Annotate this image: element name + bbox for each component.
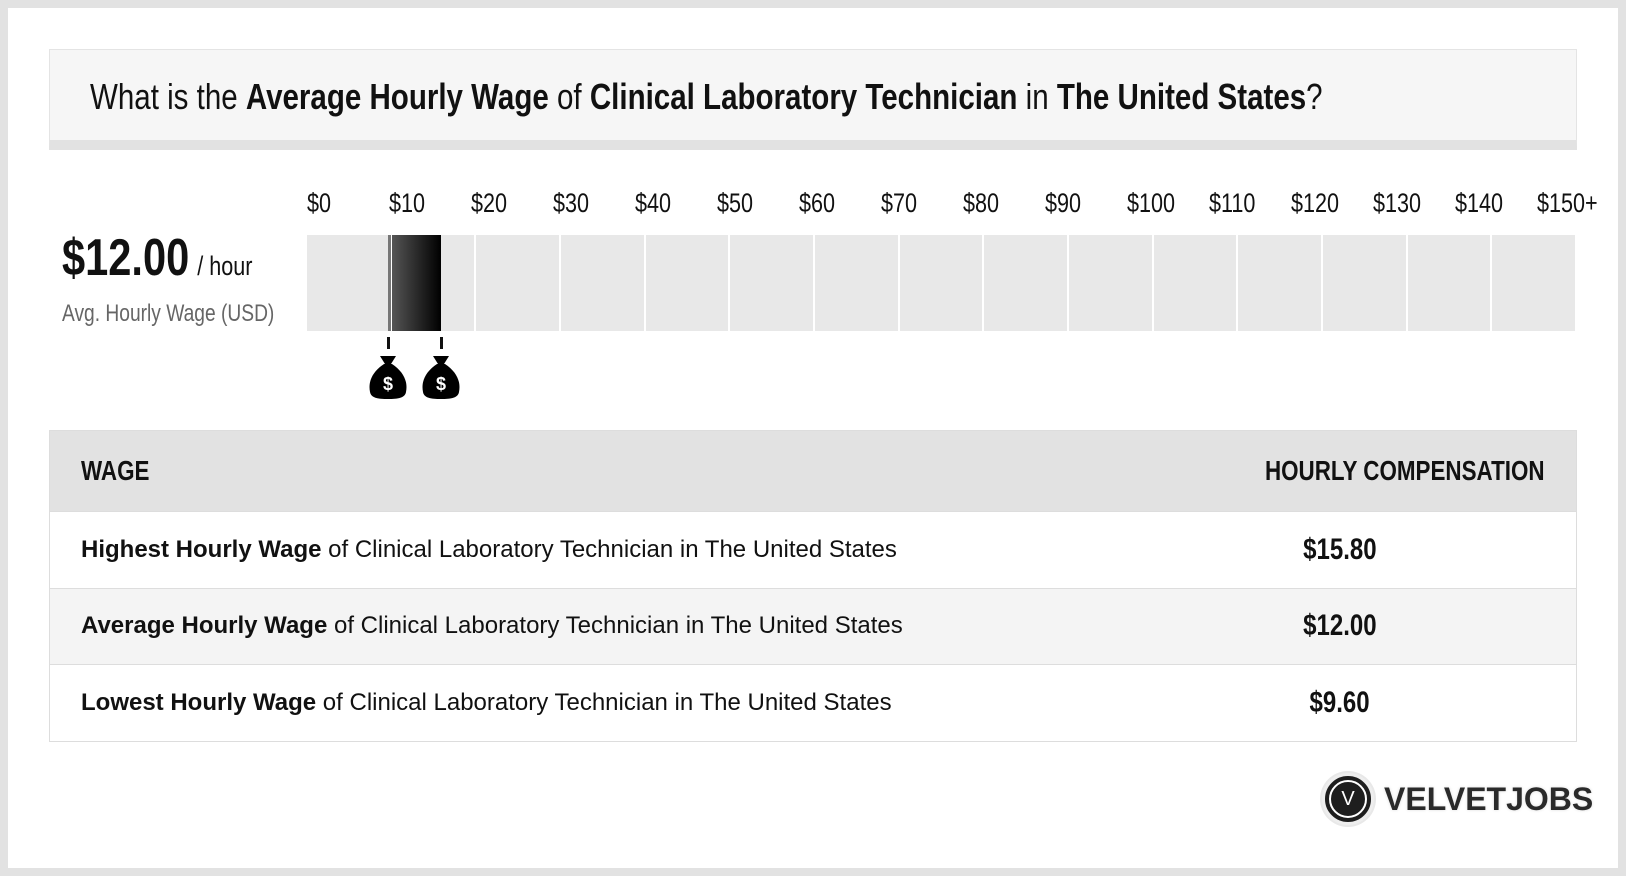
- wage-value: $15.80: [1303, 532, 1377, 566]
- tick-label: $40: [635, 188, 672, 218]
- header-compensation: HOURLY COMPENSATION: [1264, 455, 1545, 486]
- wage-amount: $12.00: [62, 229, 190, 287]
- table-row: Average Hourly Wage of Clinical Laborato…: [50, 587, 1576, 664]
- wage-unit: / hour: [197, 251, 253, 281]
- bar-segment: [307, 235, 390, 331]
- bar-segment: [1492, 235, 1575, 331]
- question-header: What is the Average Hourly Wage of Clini…: [49, 49, 1577, 150]
- tick-label: $150+: [1537, 188, 1598, 218]
- svg-text:$: $: [383, 374, 393, 394]
- marker-tick: [387, 337, 391, 349]
- bar-segment: [1069, 235, 1152, 331]
- tick-label: $20: [471, 188, 508, 218]
- tick-label: $60: [799, 188, 836, 218]
- bar-segment: [476, 235, 559, 331]
- tick-label: $0: [307, 188, 332, 218]
- wage-description: Lowest Hourly Wage of Clinical Laborator…: [81, 688, 892, 716]
- page-title: What is the Average Hourly Wage of Clini…: [90, 76, 1323, 117]
- tick-label: $110: [1209, 188, 1256, 218]
- bar-segment: [561, 235, 644, 331]
- bar-segment: [1238, 235, 1321, 331]
- bar-segment: [984, 235, 1067, 331]
- range-fill: [392, 235, 441, 331]
- tick-label: $100: [1127, 188, 1176, 218]
- wage-range-bar: [307, 235, 1577, 331]
- tick-label: $70: [881, 188, 918, 218]
- table-row: Highest Hourly Wage of Clinical Laborato…: [50, 511, 1576, 588]
- bar-segment: [815, 235, 898, 331]
- wage-label: Avg. Hourly Wage (USD): [62, 300, 275, 327]
- wage-description: Highest Hourly Wage of Clinical Laborato…: [81, 535, 897, 563]
- tick-label: $120: [1291, 188, 1340, 218]
- money-bag-icon: $: [421, 354, 461, 400]
- velvetjobs-logo: V VELVETJOBS: [1322, 773, 1593, 825]
- wage-value: $12.00: [1303, 609, 1377, 643]
- tick-label: $10: [389, 188, 426, 218]
- wage-table: WAGE HOURLY COMPENSATION Highest Hourly …: [49, 430, 1577, 742]
- tick-label: $30: [553, 188, 590, 218]
- bar-segment: [645, 235, 729, 331]
- average-wage: $12.00/ hour: [62, 228, 300, 288]
- tick-label: $140: [1455, 188, 1504, 218]
- tick-label: $80: [963, 188, 1000, 218]
- tick-label: $90: [1045, 188, 1082, 218]
- bar-segment: [1407, 235, 1491, 331]
- wage-description: Average Hourly Wage of Clinical Laborato…: [81, 612, 903, 640]
- header-wage: WAGE: [81, 455, 150, 486]
- bar-segment: [899, 235, 983, 331]
- logo-mark: V: [1322, 773, 1374, 825]
- bar-segment: [1323, 235, 1406, 331]
- low-line: [388, 235, 392, 331]
- wage-value: $9.60: [1309, 685, 1371, 719]
- tick-label: $130: [1373, 188, 1422, 218]
- tick-label: $50: [717, 188, 754, 218]
- table-row: Lowest Hourly Wage of Clinical Laborator…: [50, 664, 1576, 741]
- bar-segment: [1153, 235, 1237, 331]
- bar-segment: [730, 235, 813, 331]
- money-bag-icon: $: [368, 354, 408, 400]
- marker-tick: [439, 337, 443, 349]
- table-header: WAGE HOURLY COMPENSATION: [50, 431, 1576, 511]
- svg-text:$: $: [436, 374, 446, 394]
